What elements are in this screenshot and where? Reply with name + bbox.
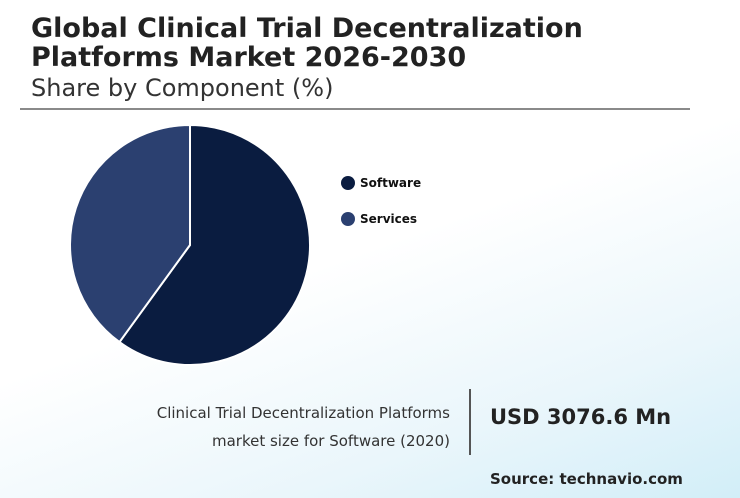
legend-label-software: Software — [360, 176, 422, 190]
caption-line-1: Clinical Trial Decentralization Platform… — [156, 404, 450, 422]
title-divider — [20, 108, 690, 110]
legend-label-services: Services — [360, 212, 418, 226]
legend-swatch-software — [341, 176, 355, 190]
chart-subtitle: Share by Component (%) — [31, 74, 334, 102]
legend: Software Services — [341, 175, 421, 247]
market-size-caption: Clinical Trial Decentralization Platform… — [157, 399, 450, 455]
caption-line-2: market size for Software (2020) — [211, 432, 450, 450]
source-credit: Source: technavio.com — [490, 470, 683, 488]
legend-item-services: Services — [341, 211, 421, 227]
pie-slice-software — [118, 123, 311, 366]
market-size-value: USD 3076.6 Mn — [490, 405, 672, 429]
legend-item-software: Software — [341, 175, 421, 191]
chart-title: Global Clinical Trial Decentralization P… — [31, 13, 583, 73]
legend-swatch-services — [341, 212, 355, 226]
pie-slice-services — [69, 123, 191, 344]
caption-divider — [469, 389, 471, 455]
